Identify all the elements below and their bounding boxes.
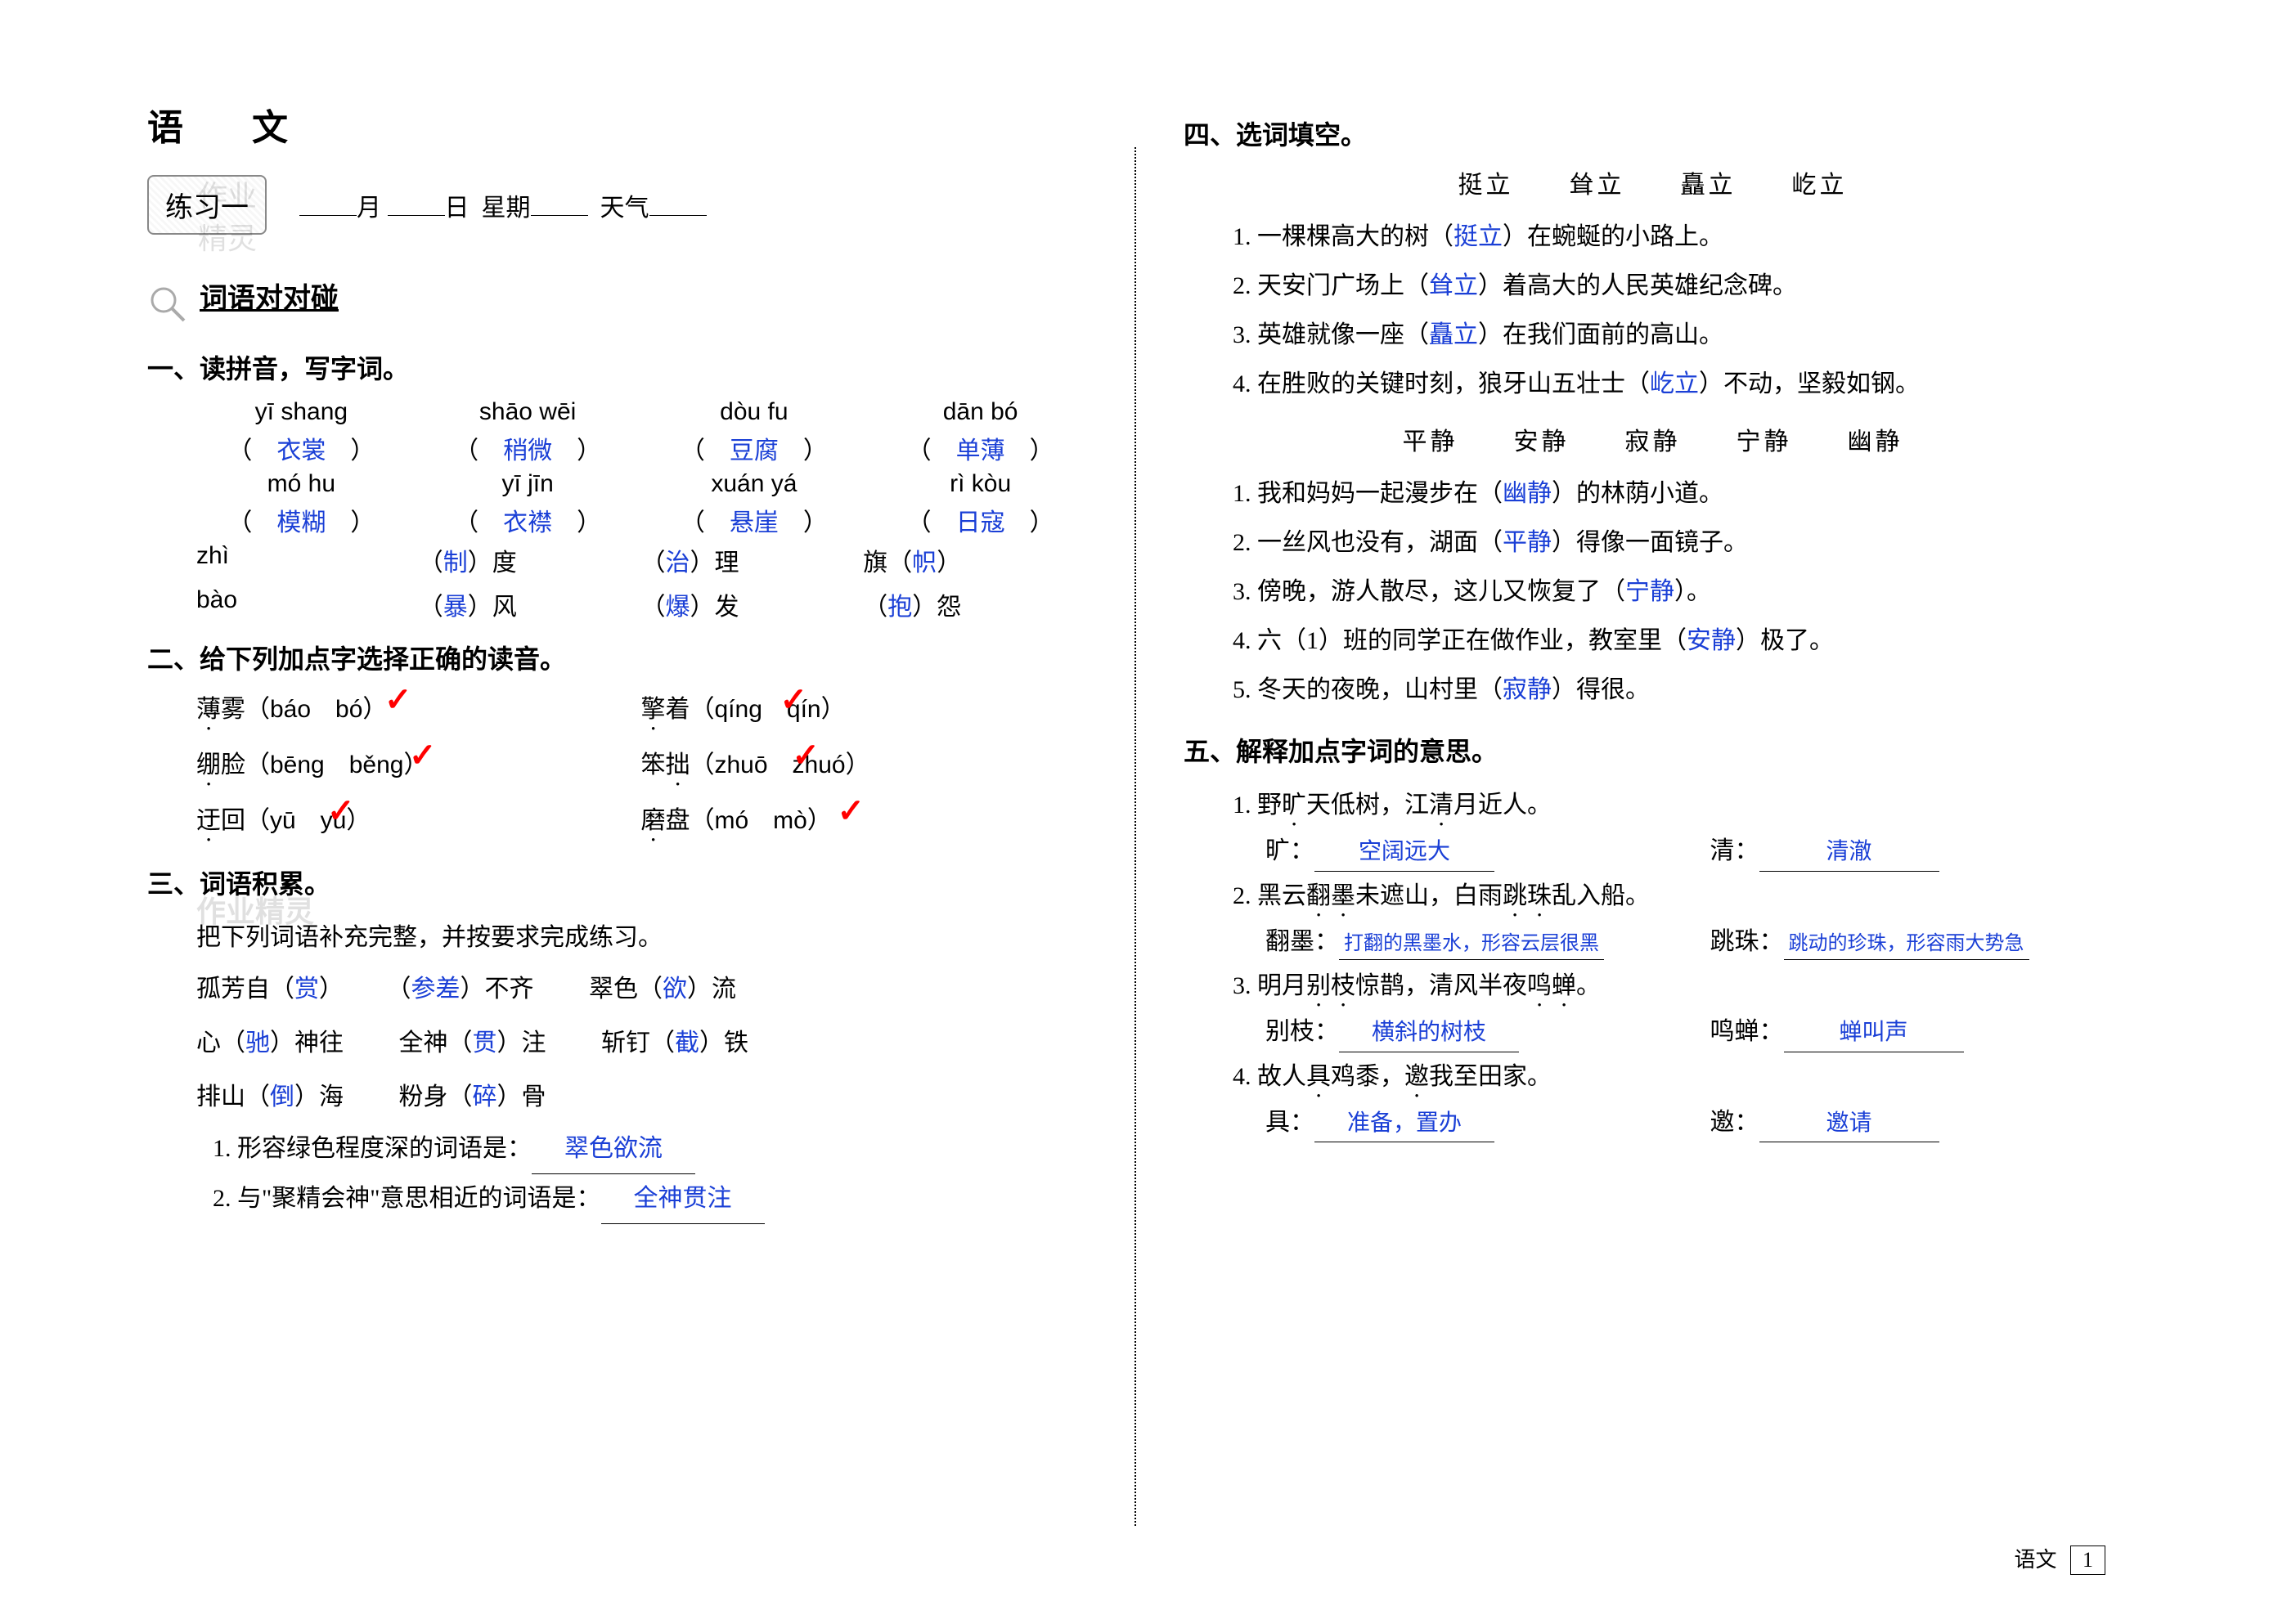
practice-label: 练习一 <box>165 193 249 223</box>
q4-bank2: 平静 安静 寂静 宁静 幽静 <box>1184 421 2122 457</box>
q4-g1-4: 4. 在胜败的关键时刻，狼牙山五壮士（屹立）不动，坚毅如钢。 <box>1233 360 2122 409</box>
q5-exp3: 别枝：横斜的树枝 鸣蝉：蝉叫声 <box>1265 1012 2122 1052</box>
q4-g1-2: 2. 天安门广场上（耸立）着高大的人民英雄纪念碑。 <box>1233 262 2122 311</box>
q3-fill-row3: 排山（倒）海 粉身（碎）骨 <box>196 1070 1085 1124</box>
practice-header: 练习一 作业精灵 月 日 星期 天气 <box>147 175 1085 235</box>
month-blank[interactable] <box>299 191 357 216</box>
pinyin-head: bào <box>196 586 237 613</box>
month-label: 月 <box>357 195 381 222</box>
q5-sent2: 2. 黑云翻墨未遮山，白雨跳珠乱入船。 <box>1233 872 2122 922</box>
q4-g2-1: 1. 我和妈妈一起漫步在（幽静）的林荫小道。 <box>1233 469 2122 518</box>
hanzi-cell: （ 悬崖 ） <box>649 502 860 538</box>
q2-item: 迂回（yū yú）✓ <box>196 800 641 847</box>
hanzi-cell: （ 衣襟 ） <box>423 502 633 538</box>
hanzi-cell: （ 稍微 ） <box>423 430 633 466</box>
week-label: 星期 <box>482 195 531 222</box>
q2-row2: 绷脸（bēng běng）✓ 笨拙（zhuō zhuó）✓ <box>196 744 1085 792</box>
practice-label-box: 练习一 作业精灵 <box>147 175 267 235</box>
q4-g2-5: 5. 冬天的夜晚，山村里（寂静）得很。 <box>1233 666 2122 715</box>
date-fields: 月 日 星期 天气 <box>299 187 707 223</box>
q3-instruction: 把下列词语补充完整，并按要求完成练习。 <box>196 913 1085 962</box>
day-blank[interactable] <box>388 191 445 216</box>
subject-title: 语 文 <box>147 98 1085 150</box>
q5-sent4: 4. 故人具鸡黍，邀我至田家。 <box>1233 1052 2122 1103</box>
check-icon: ✓ <box>384 680 412 719</box>
day-label: 日 <box>445 195 470 222</box>
q4-g2-3: 3. 傍晚，游人散尽，这儿又恢复了（宁静）。 <box>1233 568 2122 617</box>
right-column: 四、选词填空。 挺立 耸立 矗立 屹立 1. 一棵棵高大的树（挺立）在蜿蜒的小路… <box>1159 98 2122 1575</box>
q5-heading: 五、解释加点字词的意思。 <box>1184 731 2122 769</box>
q1-row3b: bào （暴）风 （爆）发 （抱）怨 <box>196 586 1085 622</box>
q1-hanzi-row2: （ 模糊 ） （ 衣襟 ） （ 悬崖 ） （ 日寇 ） <box>196 502 1085 538</box>
weather-label: 天气 <box>600 195 649 222</box>
q5-sent3: 3. 明月别枝惊鹊，清风半夜鸣蝉。 <box>1233 962 2122 1012</box>
pinyin-cell: mó hu <box>196 470 407 498</box>
pinyin-cell: dān bó <box>875 398 1085 426</box>
week-blank[interactable] <box>531 191 588 216</box>
hanzi-cell: （ 豆腐 ） <box>649 430 860 466</box>
q5-sent1: 1. 野旷天低树，江清月近人。 <box>1233 781 2122 832</box>
q1-heading: 一、读拼音，写字词。 <box>147 348 1085 386</box>
pinyin-cell: yī jīn <box>423 470 633 498</box>
q4-g1-3: 3. 英雄就像一座（矗立）在我们面前的高山。 <box>1233 311 2122 360</box>
left-column: 语 文 练习一 作业精灵 月 日 星期 天气 词语对对碰 一、读拼音，写字词。 … <box>147 98 1110 1575</box>
q3-sub2: 2. 与"聚精会神"意思相近的词语是：全神贯注 <box>213 1174 1085 1224</box>
hanzi-cell: （ 日寇 ） <box>875 502 1085 538</box>
q2-item: 笨拙（zhuō zhuó）✓ <box>641 744 1086 792</box>
q3-fill-row1: 孤芳自（赏） （参差）不齐 翠色（欲）流 <box>196 962 1085 1016</box>
page-number: 1 <box>2070 1545 2105 1575</box>
q2-item: 擎着（qíng qín）✓ <box>641 689 1086 736</box>
q4-heading: 四、选词填空。 <box>1184 114 2122 152</box>
weather-blank[interactable] <box>649 191 707 216</box>
q3-sub1: 1. 形容绿色程度深的词语是：翠色欲流 <box>213 1124 1085 1174</box>
q4-g2-2: 2. 一丝风也没有，湖面（平静）得像一面镜子。 <box>1233 518 2122 568</box>
q3-fill-row2: 心（驰）神往 全神（贯）注 斩钉（截）铁 <box>196 1016 1085 1070</box>
pinyin-cell: shāo wēi <box>423 398 633 426</box>
q1-hanzi-row1: （ 衣裳 ） （ 稍微 ） （ 豆腐 ） （ 单薄 ） <box>196 430 1085 466</box>
q5-exp2: 翻墨：打翻的黑墨水，形容云层很黑 跳珠：跳动的珍珠，形容雨大势急 <box>1265 922 2122 962</box>
hanzi-cell: （ 模糊 ） <box>196 502 407 538</box>
q2-item: 薄雾（báo bó）✓ <box>196 689 641 736</box>
hanzi-cell: （ 单薄 ） <box>875 430 1085 466</box>
q4-g2-4: 4. 六（1）班的同学正在做作业，教室里（安静）极了。 <box>1233 617 2122 666</box>
q4-g1-1: 1. 一棵棵高大的树（挺立）在蜿蜒的小路上。 <box>1233 213 2122 262</box>
pinyin-cell: xuán yá <box>649 470 860 498</box>
q2-heading: 二、给下列加点字选择正确的读音。 <box>147 639 1085 676</box>
section-header: 词语对对碰 <box>147 276 1085 332</box>
footer-subject: 语文 <box>2014 1548 2056 1572</box>
section-label: 词语对对碰 <box>200 276 339 316</box>
q2-item: 绷脸（bēng běng）✓ <box>196 744 641 792</box>
q4-bank1: 挺立 耸立 矗立 屹立 <box>1184 164 2122 200</box>
hanzi-cell: （ 衣裳 ） <box>196 430 407 466</box>
pinyin-cell: rì kòu <box>875 470 1085 498</box>
check-icon: ✓ <box>838 792 865 830</box>
q2-row1: 薄雾（báo bó）✓ 擎着（qíng qín）✓ <box>196 689 1085 736</box>
q1-row3a: zhì （制）度 （治）理 旗（帜） <box>196 542 1085 578</box>
q3-heading: 三、词语积累。 作业精灵 <box>147 864 1085 901</box>
q5-exp4: 具：准备，置办 邀：邀请 <box>1265 1103 2122 1143</box>
column-divider <box>1134 147 1136 1526</box>
q2-row3: 迂回（yū yú）✓ 磨盘（mó mò）✓ <box>196 800 1085 847</box>
pinyin-head: zhì <box>196 542 229 569</box>
q2-item: 磨盘（mó mò）✓ <box>641 800 1086 847</box>
pinyin-cell: yī shang <box>196 398 407 426</box>
q5-exp1: 旷：空阔远大 清：清澈 <box>1265 832 2122 872</box>
q1-pinyin-row2: mó hu yī jīn xuán yá rì kòu <box>196 470 1085 498</box>
page-footer: 语文 1 <box>2014 1543 2105 1575</box>
pinyin-cell: dòu fu <box>649 398 860 426</box>
magnifier-icon <box>147 284 188 325</box>
q1-pinyin-row1: yī shang shāo wēi dòu fu dān bó <box>196 398 1085 426</box>
